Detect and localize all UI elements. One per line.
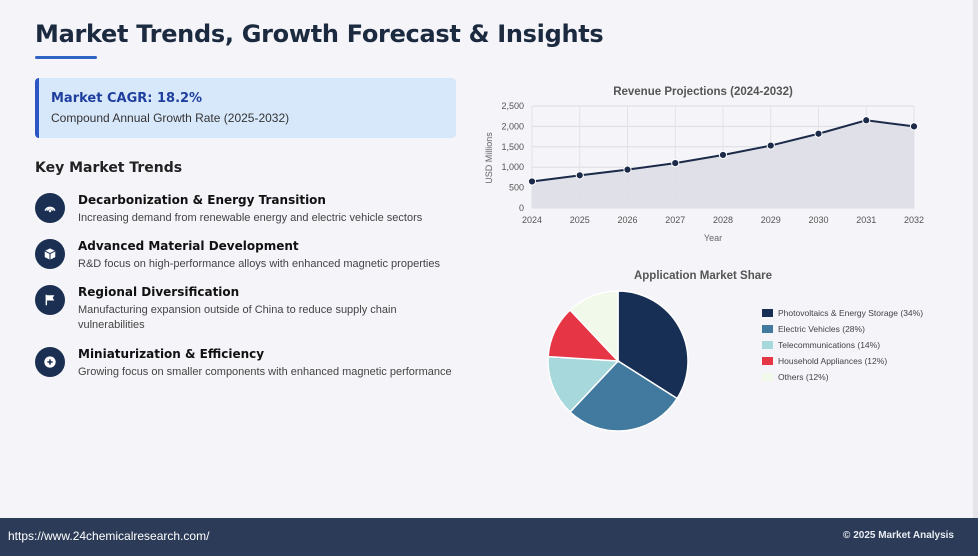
line-chart-title: Revenue Projections (2024-2032) <box>613 86 793 98</box>
legend-swatch <box>762 325 773 333</box>
x-tick-label: 2029 <box>761 215 781 225</box>
cagr-value: Market CAGR: 18.2% <box>51 91 203 106</box>
x-tick-label: 2025 <box>570 215 590 225</box>
data-point <box>909 122 919 131</box>
page-title: Market Trends, Growth Forecast & Insight… <box>35 20 604 48</box>
line-chart-y-label: USD Millions <box>484 132 494 184</box>
data-point <box>671 159 680 168</box>
line-chart-area <box>532 120 914 208</box>
line-chart-x-label: Year <box>704 233 722 243</box>
trend-description: Manufacturing expansion outside of China… <box>78 304 397 331</box>
x-tick-label: 2024 <box>522 215 542 225</box>
pie-slice <box>547 355 620 414</box>
legend-label: Others (12%) <box>778 372 829 382</box>
cube-icon <box>35 239 65 269</box>
charts-panel: Revenue Projections (2024-2032) 0 500 1,00… <box>484 86 924 432</box>
x-tick-label: 2030 <box>808 215 828 225</box>
trend-description: R&D focus on high-performance alloys wit… <box>78 258 440 270</box>
footer-url[interactable]: https://www.24chemicalresearch.com/ <box>8 529 210 543</box>
y-tick-label: 0 <box>519 203 524 213</box>
trend-title: Regional Diversification <box>78 285 240 299</box>
legend-swatch <box>762 373 773 381</box>
plus-circle-icon <box>35 347 65 377</box>
data-point <box>718 150 728 160</box>
data-point <box>527 177 537 186</box>
y-tick-label: 500 <box>509 183 524 193</box>
pie-slice <box>569 290 619 363</box>
trends-heading: Key Market Trends <box>35 160 183 176</box>
trend-description: Growing focus on smaller components with… <box>78 366 452 378</box>
data-point <box>575 171 584 180</box>
x-tick-label: 2032 <box>904 215 924 225</box>
trend-title: Decarbonization & Energy Transition <box>78 193 326 207</box>
legend-swatch <box>762 309 773 317</box>
x-tick-label: 2026 <box>617 215 637 225</box>
legend-swatch <box>762 341 773 349</box>
trend-title: Miniaturization & Efficiency <box>78 347 265 361</box>
y-tick-label: 1,500 <box>501 142 524 152</box>
data-point <box>623 165 632 174</box>
pie-chart-title: Application Market Share <box>634 270 772 282</box>
line-chart-points <box>527 116 919 186</box>
data-point <box>814 129 823 138</box>
legend-label: Telecommunications (14%) <box>778 340 880 350</box>
legend-label: Photovoltaics & Energy Storage (34%) <box>778 308 923 318</box>
cagr-description: Compound Annual Growth Rate (2025-2032) <box>51 111 290 125</box>
y-tick-label: 1,000 <box>501 162 524 172</box>
data-point <box>862 116 871 125</box>
flag-icon <box>35 285 65 315</box>
legend-swatch <box>762 357 773 365</box>
footer-copyright: © 2025 Market Analysis <box>843 530 954 541</box>
pie-slice <box>569 360 679 432</box>
legend-label: Electric Vehicles (28%) <box>778 324 865 334</box>
pie-chart-legend: Photovoltaics & Energy Storage (34%) Elec… <box>762 308 923 382</box>
page-edge <box>973 0 978 518</box>
x-tick-label: 2028 <box>713 215 733 225</box>
legend-label: Household Appliances (12%) <box>778 356 887 366</box>
x-tick-label: 2031 <box>856 215 876 225</box>
line-chart-x-ticks: 2024 2025 2026 2027 2028 2029 2030 2031 2032 <box>522 215 924 225</box>
y-tick-label: 2,500 <box>501 101 524 111</box>
trend-title: Advanced Material Development <box>78 239 299 253</box>
x-tick-label: 2027 <box>665 215 685 225</box>
pie-chart-slices <box>547 290 689 432</box>
footer: https://www.24chemicalresearch.com/ © 20… <box>0 518 978 556</box>
title-underline <box>35 56 97 59</box>
data-point <box>766 141 775 150</box>
cagr-callout: Market CAGR: 18.2% Compound Annual Growt… <box>35 78 456 138</box>
gauge-icon <box>35 193 65 223</box>
line-chart-y-ticks: 0 500 1,000 1,500 2,000 2,500 <box>501 101 524 213</box>
y-tick-label: 2,000 <box>501 121 524 131</box>
trend-description: Increasing demand from renewable energy … <box>78 212 423 224</box>
